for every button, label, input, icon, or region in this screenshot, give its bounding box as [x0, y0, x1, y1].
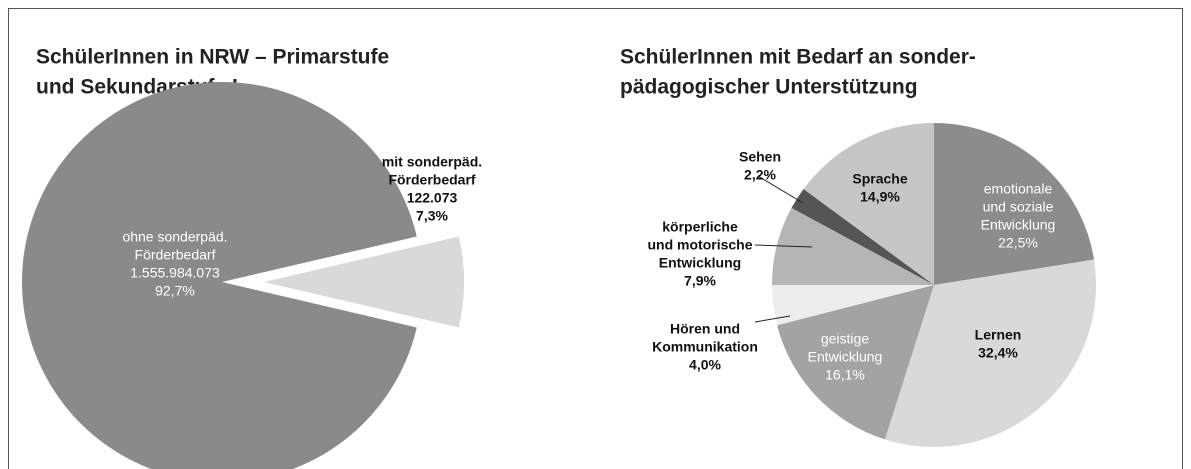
pie-slice	[803, 123, 934, 285]
slice-label: 7,9%	[684, 273, 716, 289]
pie-slice	[791, 188, 934, 285]
frame	[8, 8, 1183, 469]
slice-label: 16,1%	[825, 367, 865, 383]
slice-label: Förderbedarf	[135, 247, 216, 263]
slice-label: mit sonderpäd.	[382, 154, 482, 170]
leader-line	[754, 244, 813, 248]
pie-slice	[22, 82, 417, 469]
chart-title: pädagogischer Unterstützung	[620, 76, 918, 99]
pie-slice	[772, 207, 934, 285]
slice-label: geistige	[821, 331, 869, 347]
chart-title: SchülerInnen mit Bedarf an sonder-	[620, 46, 976, 69]
slice-label: 2,2%	[744, 167, 776, 183]
slice-label: 122.073	[407, 190, 458, 206]
slice-label: Entwicklung	[659, 255, 741, 271]
slice-label: 14,9%	[860, 189, 900, 205]
slice-label: 4,0%	[689, 357, 721, 373]
slice-label: Entwicklung	[808, 349, 883, 365]
slice-label: Kommunikation	[652, 339, 758, 355]
slice-label: 7,3%	[416, 208, 448, 224]
slice-label: Hören und	[670, 321, 740, 337]
slice-label: 92,7%	[155, 283, 195, 299]
slice-label: Entwicklung	[981, 217, 1056, 233]
slice-label: und soziale	[983, 199, 1054, 215]
slice-label: Sehen	[739, 149, 781, 165]
slice-label: Lernen	[975, 327, 1022, 343]
pie-slice	[772, 285, 934, 326]
pie-slice	[264, 236, 464, 328]
pie-slice	[934, 123, 1095, 285]
pie-slice	[777, 285, 934, 440]
slice-label: Förderbedarf	[388, 172, 475, 188]
slice-label: 32,4%	[978, 345, 1018, 361]
slice-label: ohne sonderpäd.	[122, 229, 227, 245]
leader-line	[757, 175, 804, 204]
pie-slice	[884, 259, 1096, 447]
slice-label: 22,5%	[998, 235, 1038, 251]
slice-label: 1.555.984.073	[130, 265, 220, 281]
slice-label: Sprache	[852, 171, 907, 187]
chart-title: SchülerInnen in NRW – Primarstufe	[36, 46, 389, 69]
leader-line	[754, 315, 791, 323]
slice-label: emotionale	[984, 181, 1053, 197]
slice-label: körperliche	[662, 219, 738, 235]
slice-label: und motorische	[647, 237, 752, 253]
